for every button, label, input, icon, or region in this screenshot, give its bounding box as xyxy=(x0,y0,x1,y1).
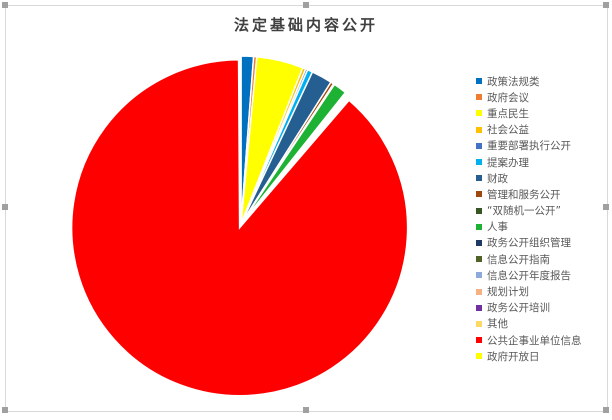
legend-item: 重点民生 xyxy=(476,105,582,121)
resize-handle-top-right[interactable] xyxy=(603,2,609,8)
legend-swatch xyxy=(476,207,482,214)
legend-item: 社会公益 xyxy=(476,122,582,138)
legend-item: 政府会议 xyxy=(476,89,582,105)
resize-handle-right[interactable] xyxy=(603,204,609,210)
legend-label: 提案办理 xyxy=(487,156,529,169)
legend-swatch xyxy=(476,175,482,182)
legend-swatch xyxy=(476,78,482,85)
legend-swatch xyxy=(476,142,482,149)
legend-label: 其他 xyxy=(487,318,508,331)
legend: 政策法规类政府会议重点民生社会公益重要部署执行公开 提案办理财政管理和服务公开 “双… xyxy=(476,73,582,364)
pie-slice-16 xyxy=(70,59,409,397)
legend-label: 财政 xyxy=(487,172,508,185)
legend-swatch xyxy=(476,126,482,133)
legend-swatch xyxy=(476,159,482,166)
legend-label: 重点民生 xyxy=(487,107,529,120)
legend-label: “双随机一公开” xyxy=(487,205,561,218)
legend-swatch xyxy=(476,239,482,246)
legend-item: 政府开放日 xyxy=(476,348,582,364)
legend-item: 信息公开年度报告 xyxy=(476,267,582,283)
resize-handle-top-left[interactable] xyxy=(2,2,8,8)
legend-swatch xyxy=(476,94,482,101)
legend-item: 规划计划 xyxy=(476,283,582,299)
legend-label: 人事 xyxy=(487,221,508,234)
legend-swatch xyxy=(476,353,482,360)
legend-item: 政务公开培训 xyxy=(476,300,582,316)
resize-handle-bottom-left[interactable] xyxy=(2,407,8,413)
legend-item: 政务公开组织管理 xyxy=(476,235,582,251)
legend-swatch xyxy=(476,304,482,311)
legend-swatch xyxy=(476,256,482,263)
legend-item: 管理和服务公开 xyxy=(476,186,582,202)
legend-item: 公共企事业单位信息 xyxy=(476,332,582,348)
legend-label: 重要部署执行公开 xyxy=(487,140,571,153)
legend-swatch xyxy=(476,272,482,279)
legend-item: 其他 xyxy=(476,316,582,332)
legend-label: 公共企事业单位信息 xyxy=(487,334,582,347)
legend-label: 信息公开指南 xyxy=(487,253,550,266)
legend-item: 财政 xyxy=(476,170,582,186)
resize-handle-bottom[interactable] xyxy=(303,407,309,413)
pie-slice-15 xyxy=(240,94,352,225)
legend-item: 信息公开指南 xyxy=(476,251,582,267)
legend-label: 政策法规类 xyxy=(487,75,540,88)
legend-label: 规划计划 xyxy=(487,286,529,299)
legend-swatch xyxy=(476,288,482,295)
resize-handle-left[interactable] xyxy=(2,204,8,210)
legend-swatch xyxy=(476,110,482,117)
legend-label: 管理和服务公开 xyxy=(487,188,561,201)
legend-item: 提案办理 xyxy=(476,154,582,170)
legend-item: 重要部署执行公开 xyxy=(476,138,582,154)
legend-label: 信息公开年度报告 xyxy=(487,269,571,282)
resize-handle-bottom-right[interactable] xyxy=(603,407,609,413)
legend-label: 政务公开组织管理 xyxy=(487,237,571,250)
legend-label: 政府会议 xyxy=(487,91,529,104)
legend-swatch xyxy=(476,337,482,344)
pie-slice-17 xyxy=(239,55,242,225)
legend-label: 政府开放日 xyxy=(487,350,540,363)
resize-handle-top[interactable] xyxy=(303,2,309,8)
chart-title: 法定基础内容公开 xyxy=(233,16,378,34)
legend-item: 人事 xyxy=(476,219,582,235)
legend-item: “双随机一公开” xyxy=(476,203,582,219)
legend-swatch xyxy=(476,191,482,198)
legend-swatch xyxy=(476,320,482,327)
legend-label: 政务公开培训 xyxy=(487,302,550,315)
legend-swatch xyxy=(476,223,482,230)
legend-item: 政策法规类 xyxy=(476,73,582,89)
legend-label: 社会公益 xyxy=(487,124,529,137)
